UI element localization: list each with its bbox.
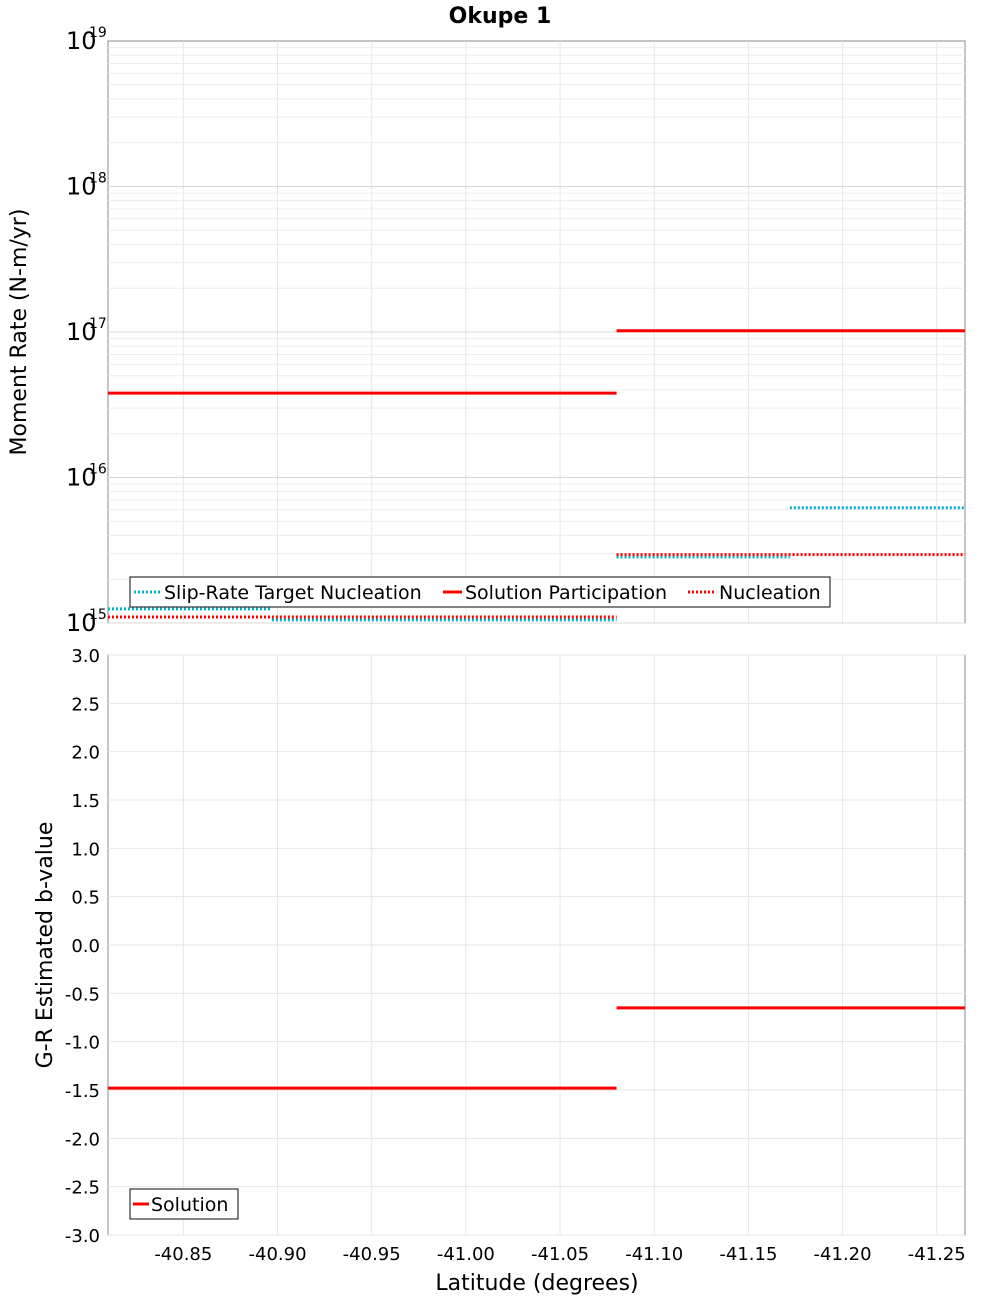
b-value-y-tick-label: -1.5 — [65, 1081, 100, 1102]
x-tick-label: -41.00 — [437, 1244, 495, 1265]
b-value-y-tick-label: 0.5 — [71, 888, 100, 909]
x-tick-label: -41.15 — [719, 1244, 777, 1265]
legend-label-nucleation: Nucleation — [719, 582, 821, 604]
moment-rate-y-tick-base: 10 — [66, 464, 97, 492]
moment-rate-y-tick-base: 10 — [66, 318, 97, 346]
b-value-gridlines — [108, 654, 965, 1236]
legend-label-solution-participation: Solution Participation — [465, 582, 667, 604]
b-value-y-tick-label: 3.0 — [71, 646, 100, 667]
b-value-y-tick-label: -2.0 — [65, 1129, 100, 1150]
x-tick-label: -40.95 — [343, 1244, 401, 1265]
x-tick-label: -41.20 — [814, 1244, 872, 1265]
b-value-y-tick-label: -2.5 — [65, 1178, 100, 1199]
b-value-y-tick-label: 0.0 — [71, 936, 100, 957]
moment-rate-y-tick-exponent: 18 — [89, 171, 107, 187]
moment-rate-y-tick-base: 10 — [66, 27, 97, 55]
moment-rate-series — [108, 329, 965, 622]
b-value-y-tick-label: 1.5 — [71, 791, 100, 812]
legend-label-solution: Solution — [151, 1194, 228, 1216]
b-value-y-tick-label: -3.0 — [65, 1226, 100, 1247]
b-value-y-ticks: 3.0 2.5 2.0 1.5 1.0 0.5 0.0 -0.5 -1.0 -1.5 -2.0 -2.… — [65, 646, 100, 1247]
x-axis-label: Latitude (degrees) — [435, 1271, 638, 1296]
x-tick-label: -40.90 — [249, 1244, 307, 1265]
moment-rate-y-tick-exponent: 15 — [89, 607, 107, 623]
moment-rate-y-axis-label: Moment Rate (N-m/yr) — [7, 209, 32, 456]
b-value-y-tick-label: -1.0 — [65, 1033, 100, 1054]
b-value-y-axis-label: G-R Estimated b-value — [33, 822, 58, 1069]
moment-rate-y-tick-base: 10 — [66, 609, 97, 637]
x-tick-label: -41.05 — [531, 1244, 589, 1265]
b-value-y-tick-label: -0.5 — [65, 984, 100, 1005]
x-tick-label: -40.85 — [154, 1244, 212, 1265]
moment-rate-gridlines — [108, 41, 965, 624]
b-value-plot: 3.0 2.5 2.0 1.5 1.0 0.5 0.0 -0.5 -1.0 -1.5 -2.0 -2.… — [33, 646, 966, 1296]
b-value-y-tick-label: 2.0 — [71, 743, 100, 764]
latitude-x-ticks: -40.85 -40.90 -40.95 -41.00 -41.05 -41.10 -41.… — [154, 1244, 965, 1265]
legend-label-slip-rate-target: Slip-Rate Target Nucleation — [164, 582, 422, 604]
moment-rate-y-tick-exponent: 16 — [89, 462, 107, 478]
moment-rate-y-tick-exponent: 19 — [89, 25, 107, 41]
moment-rate-y-tick-base: 10 — [66, 173, 97, 201]
b-value-y-tick-label: 2.5 — [71, 694, 100, 715]
b-value-y-tick-label: 1.0 — [71, 839, 100, 860]
x-tick-label: -41.25 — [908, 1244, 966, 1265]
moment-rate-legend: Slip-Rate Target Nucleation Solution Par… — [129, 576, 831, 608]
b-value-legend: Solution — [129, 1188, 239, 1220]
x-tick-label: -41.10 — [625, 1244, 683, 1265]
b-value-series — [108, 1006, 965, 1090]
chart-title: Okupe 1 — [449, 4, 552, 29]
moment-rate-y-tick-exponent: 17 — [89, 316, 107, 332]
